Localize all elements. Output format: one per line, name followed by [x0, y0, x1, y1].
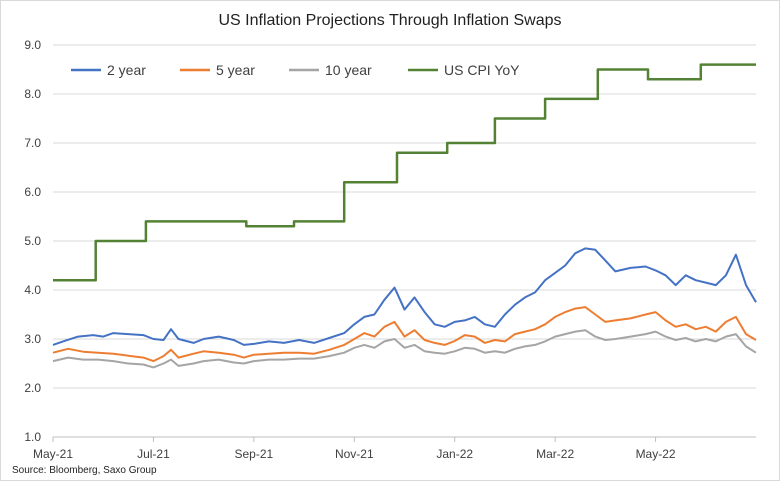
- series-line-5-year: [52, 306, 757, 363]
- series-line-us-cpi-yoy: [53, 63, 756, 282]
- y-tick-label: 4.0: [24, 283, 41, 297]
- chart-title: US Inflation Projections Through Inflati…: [218, 12, 561, 29]
- x-tick-label: Mar-22: [536, 447, 574, 461]
- series-line-10-year: [52, 329, 757, 369]
- y-tick-label: 8.0: [24, 87, 41, 101]
- x-tick-label: May-22: [636, 447, 676, 461]
- legend: 2 year 5 year 10 year US CPI YoY: [71, 62, 520, 78]
- y-tick-label: 6.0: [24, 185, 41, 199]
- legend-label-2-year: 2 year: [107, 62, 146, 78]
- x-tick-label: Sep-21: [235, 447, 274, 461]
- x-axis: May-21 Jul-21 Sep-21 Nov-21 Jan-22 Mar-22 May-…: [33, 436, 756, 461]
- x-tick-label: Jan-22: [436, 447, 473, 461]
- gridlines: [53, 44, 756, 438]
- y-tick-label: 1.0: [24, 430, 41, 444]
- y-tick-label: 7.0: [24, 136, 41, 150]
- x-tick-label: Jul-21: [137, 447, 170, 461]
- x-tick-label: Nov-21: [335, 447, 374, 461]
- y-tick-label: 3.0: [24, 332, 41, 346]
- series-line-2-year: [52, 247, 757, 346]
- legend-label-10-year: 10 year: [325, 62, 372, 78]
- y-axis: 1.0 2.0 3.0 4.0 5.0 6.0 7.0 8.0 9.0: [24, 38, 41, 444]
- y-tick-label: 5.0: [24, 234, 41, 248]
- legend-label-5-year: 5 year: [216, 62, 255, 78]
- y-tick-label: 9.0: [24, 38, 41, 52]
- series-lines: [52, 63, 757, 369]
- legend-label-us-cpi-yoy: US CPI YoY: [444, 62, 520, 78]
- source-note: Source: Bloomberg, Saxo Group: [12, 465, 157, 476]
- y-tick-label: 2.0: [24, 381, 41, 395]
- x-tick-label: May-21: [33, 447, 73, 461]
